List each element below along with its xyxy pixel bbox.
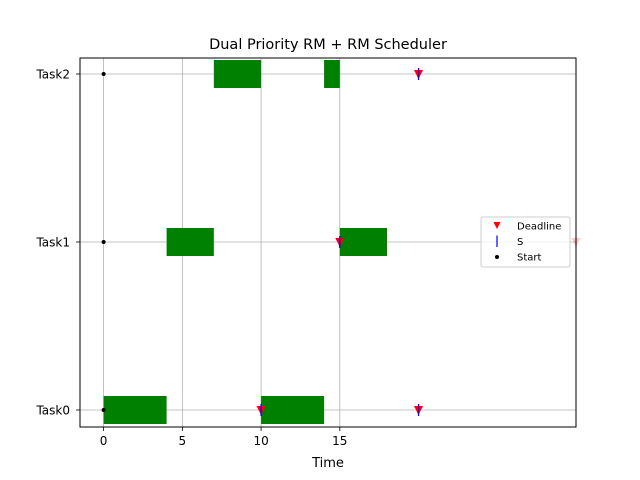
y-tick-label: Task0 (35, 404, 70, 418)
axis-ticks: 0 5 10 15 Task0 Task1 Task2 (35, 68, 347, 449)
x-tick-label: 15 (332, 434, 347, 448)
legend-deadline-marker (493, 222, 501, 229)
x-axis-label: Time (311, 456, 344, 471)
start-marker (101, 408, 106, 412)
x-tick-label: 10 (253, 434, 268, 448)
execution-bar (339, 228, 388, 256)
plot-frame (79, 57, 577, 428)
event-markers (101, 68, 581, 416)
x-tick-label: 5 (179, 434, 187, 448)
execution-bar (261, 396, 325, 424)
execution-bar (324, 60, 340, 88)
chart-title: Dual Priority RM + RM Scheduler (209, 37, 447, 53)
start-marker (101, 240, 106, 244)
execution-bar (213, 60, 262, 88)
x-tick-label: 0 (100, 434, 108, 448)
legend-box (480, 216, 571, 268)
start-marker (101, 72, 106, 76)
y-tick-label: Task1 (35, 236, 70, 250)
legend-start-marker (495, 255, 499, 259)
legend-entry-start: Start (517, 253, 542, 264)
y-tick-label: Task2 (35, 68, 70, 82)
execution-bars (103, 60, 388, 424)
execution-bar (103, 396, 167, 424)
legend-entry-deadline: Deadline (517, 222, 561, 233)
legend: Deadline S Start (480, 216, 571, 268)
execution-bar (166, 228, 214, 256)
legend-entry-s: S (517, 237, 523, 248)
